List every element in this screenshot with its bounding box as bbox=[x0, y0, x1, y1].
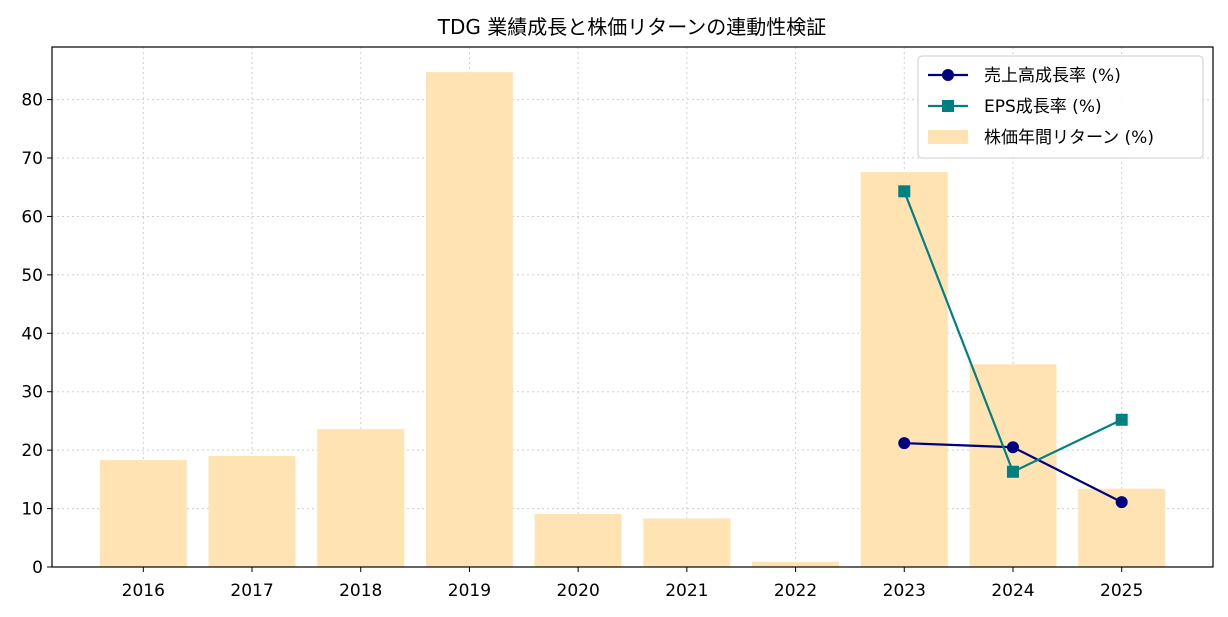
legend-swatch-bar bbox=[928, 130, 968, 144]
x-tick-label: 2021 bbox=[665, 581, 708, 601]
y-tick-label: 50 bbox=[21, 266, 43, 286]
y-tick-label: 40 bbox=[21, 324, 43, 344]
legend-swatch-marker bbox=[942, 100, 954, 112]
x-tick-label: 2020 bbox=[557, 581, 600, 601]
bar-2017 bbox=[208, 455, 296, 567]
x-tick-label: 2022 bbox=[774, 581, 817, 601]
bar-2019 bbox=[425, 72, 513, 567]
axes: 0 10 20 30 40 50 60 70 80 2016 2017 2018 2019 2020 202… bbox=[21, 91, 1143, 601]
x-tick-label: 2025 bbox=[1100, 581, 1143, 601]
legend-entry-label: 売上高成長率 (%) bbox=[984, 66, 1121, 86]
bar-2022 bbox=[752, 561, 840, 567]
x-tick-label: 2017 bbox=[230, 581, 273, 601]
y-tick-label: 80 bbox=[21, 91, 43, 111]
point-1-2023 bbox=[898, 437, 911, 450]
bar-series bbox=[99, 72, 1166, 568]
chart-title: TDG 業績成長と株価リターンの連動性検証 bbox=[437, 15, 826, 39]
legend-swatch-marker bbox=[942, 69, 954, 81]
point-2-2024 bbox=[1006, 465, 1019, 478]
y-tick-label: 0 bbox=[32, 558, 43, 578]
x-tick-label: 2018 bbox=[339, 581, 382, 601]
x-tick-label: 2024 bbox=[991, 581, 1034, 601]
bar-2023 bbox=[860, 172, 948, 568]
y-tick-label: 70 bbox=[21, 149, 43, 169]
x-tick-label: 2016 bbox=[122, 581, 165, 601]
bar-2016 bbox=[99, 460, 187, 567]
legend-entry-label: 株価年間リターン (%) bbox=[984, 128, 1154, 148]
legend-entry-label: EPS成長率 (%) bbox=[984, 97, 1102, 117]
plot-area-frame bbox=[51, 46, 1214, 568]
x-tick-label: 2023 bbox=[883, 581, 926, 601]
line-series bbox=[898, 185, 1128, 509]
legend: 売上高成長率 (%) EPS成長率 (%) 株価年間リターン (%) bbox=[917, 55, 1204, 159]
y-tick-label: 30 bbox=[21, 383, 43, 403]
point-2-2025 bbox=[1115, 413, 1128, 426]
point-1-2024 bbox=[1006, 441, 1019, 454]
bar-2021 bbox=[643, 518, 731, 567]
bar-2018 bbox=[317, 429, 405, 567]
y-tick-label: 10 bbox=[21, 500, 43, 520]
x-tick-label: 2019 bbox=[448, 581, 491, 601]
bar-2020 bbox=[534, 513, 622, 567]
y-tick-label: 20 bbox=[21, 441, 43, 461]
point-2-2023 bbox=[898, 185, 911, 198]
point-1-2025 bbox=[1115, 496, 1128, 509]
legend-box bbox=[917, 55, 1204, 159]
y-tick-label: 60 bbox=[21, 207, 43, 227]
